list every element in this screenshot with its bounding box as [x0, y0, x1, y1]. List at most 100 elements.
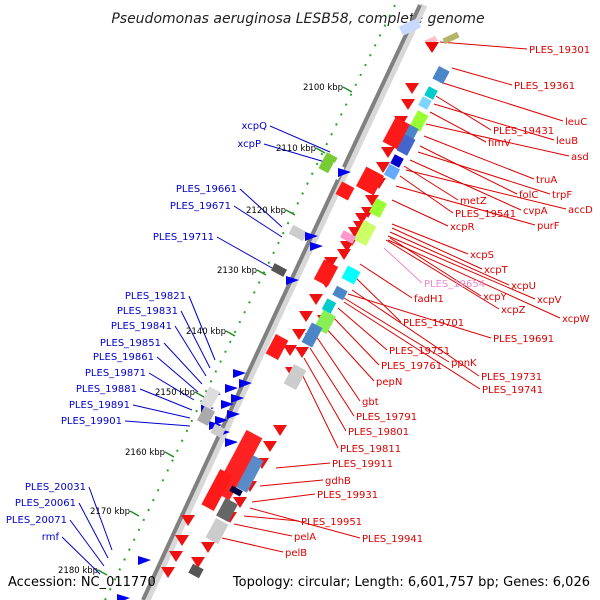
scale-label: 2150 kbp [155, 388, 195, 398]
leader-line [251, 493, 316, 503]
scale-tick [225, 330, 236, 337]
scale-label: 2130 kbp [217, 266, 257, 276]
gene-block [398, 18, 422, 36]
gene-label-right: purF [537, 221, 560, 232]
gene-block [318, 152, 338, 174]
leader-line [233, 523, 293, 537]
gene-arrow [191, 557, 205, 568]
gene-arrow [201, 542, 215, 553]
gene-arrow [310, 242, 323, 251]
gene-block [265, 334, 289, 360]
gene-arrow [169, 551, 183, 562]
gene-label-right: pepN [376, 377, 402, 388]
gene-arrow [117, 594, 130, 600]
leader-line [439, 41, 528, 50]
gene-block [283, 364, 307, 390]
scale-tick [342, 86, 353, 93]
leader-line [337, 307, 388, 351]
leader-line [259, 479, 324, 487]
gene-label-right: PLES_19731 [481, 372, 542, 383]
gene-block [383, 163, 401, 181]
gene-label-right: leuC [565, 117, 587, 128]
gene-block [205, 518, 229, 544]
scale-label: 2110 kbp [276, 144, 316, 154]
leader-line [239, 188, 283, 228]
leader-line [395, 185, 536, 226]
gene-label-right: PLES_19691 [493, 334, 554, 345]
genome-summary-text: Topology: circular; Length: 6,601,757 bp… [232, 575, 590, 590]
gene-label-right: PLES_19791 [356, 412, 417, 423]
gene-label-left: PLES_19841 [111, 321, 172, 332]
leader-line [315, 335, 361, 402]
gene-block [382, 116, 414, 152]
gene-label-right: PLES_19761 [381, 361, 442, 372]
gene-label-right: accD [568, 205, 593, 216]
gene-label-right: PLES_19741 [482, 385, 543, 396]
gene-block [341, 265, 361, 285]
leader-line [343, 301, 481, 390]
gene-arrow [376, 162, 390, 173]
leader-line [69, 519, 105, 567]
gene-label-right: xcpV [537, 295, 562, 306]
gene-arrow [295, 347, 309, 358]
gene-arrow [239, 379, 252, 388]
gene-arrow [292, 329, 306, 340]
gene-arrow [283, 345, 297, 356]
gene-block [188, 563, 204, 579]
gene-arrow [309, 294, 323, 305]
gene-label-right: PLES_19941 [362, 534, 423, 545]
gene-label-right: PLES_19431 [493, 126, 554, 137]
gene-label-right: PLES_19701 [403, 318, 464, 329]
gene-label-right: folC [519, 190, 538, 201]
gene-arrow [381, 147, 395, 158]
gene-label-right: PLES_19911 [332, 459, 393, 470]
gene-block [301, 322, 323, 348]
leader-line [385, 239, 500, 310]
leader-line [429, 111, 487, 143]
gene-block [396, 134, 416, 156]
gene-label-right: PLES_19361 [514, 81, 575, 92]
leader-line [124, 420, 191, 427]
gene-block [418, 96, 432, 110]
gene-block [216, 497, 238, 523]
scale-tick [97, 569, 108, 576]
gene-label-left: PLES_19891 [69, 400, 130, 411]
gene-block [335, 181, 355, 201]
scale-label: 2180 kbp [58, 566, 98, 576]
gene-block [390, 154, 404, 168]
gene-arrow [405, 83, 419, 94]
leader-line [451, 67, 513, 86]
gene-label-right: leuB [556, 136, 578, 147]
gene-label-left: PLES_19851 [100, 338, 161, 349]
gene-label-right: fadH1 [414, 294, 444, 305]
gene-label-left: PLES_19901 [61, 416, 122, 427]
gene-label-left: PLES_19831 [117, 306, 178, 317]
gene-label-right: pelA [294, 532, 316, 543]
gene-label-right: xcpR [450, 222, 475, 233]
gene-label-right: PLES_19301 [529, 45, 590, 56]
gene-label-right: PLES_19654 [424, 279, 485, 290]
gene-block [442, 31, 460, 45]
map-title: Pseudomonas aeruginosa LESB58, complete … [111, 11, 484, 27]
gene-arrow [231, 394, 244, 403]
gene-arrow [273, 425, 287, 436]
gene-arrow [401, 99, 415, 110]
leader-line [433, 103, 555, 141]
gene-arrow [233, 369, 246, 378]
gene-arrow [305, 232, 318, 241]
leader-line [405, 169, 567, 210]
gene-label-right: PLES_19541 [455, 209, 516, 220]
leader-line [88, 486, 113, 551]
left-gene-labels: xcpQ xcpP PLES_19661 PLES_19671 PLES_19711 PL… [6, 121, 267, 543]
leader-line [249, 507, 361, 539]
leader-line [309, 347, 355, 417]
gene-block [200, 386, 220, 410]
gene-label-left: xcpP [237, 139, 261, 150]
gene-label-right: PLES_19931 [317, 490, 378, 501]
scale-labels: 2100 kbp 2110 kbp 2120 kbp 2130 kbp 2140 kbp… [58, 83, 353, 576]
gene-arrow [215, 416, 228, 425]
leader-line [156, 356, 199, 393]
gene-label-left: rmf [42, 532, 60, 543]
gene-block [368, 198, 388, 218]
